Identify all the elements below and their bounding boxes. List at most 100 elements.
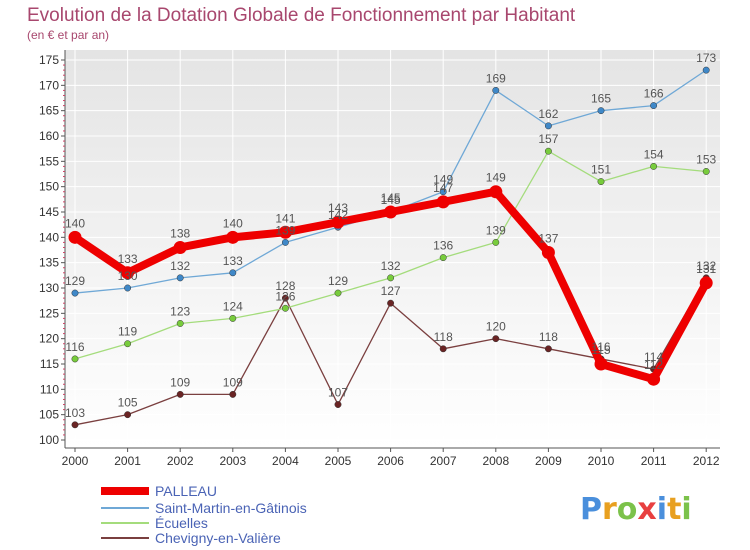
- logo-letter: t: [667, 492, 681, 527]
- data-point: [176, 390, 184, 398]
- data-label: 137: [538, 232, 558, 246]
- x-tick-label: 2003: [219, 454, 246, 468]
- series-layer: [68, 66, 713, 429]
- y-tick-label: 155: [39, 154, 59, 168]
- data-point: [334, 289, 342, 297]
- data-label: 103: [65, 406, 85, 420]
- y-tick-label: 150: [39, 180, 59, 194]
- data-label: 132: [170, 259, 190, 273]
- data-label: 162: [538, 107, 558, 121]
- data-label: 109: [170, 375, 190, 389]
- data-label: 116: [65, 340, 84, 354]
- data-point: [124, 284, 132, 292]
- logo-letter: x: [637, 492, 656, 527]
- data-point: [331, 215, 345, 229]
- x-tick-label: 2012: [693, 454, 720, 468]
- y-tick-label: 160: [39, 129, 59, 143]
- chart-subtitle: (en € et par an): [27, 28, 109, 42]
- data-point: [124, 340, 132, 348]
- data-point: [71, 355, 79, 363]
- x-tick-label: 2001: [114, 454, 141, 468]
- logo-letter: r: [602, 492, 617, 527]
- x-tick-label: 2004: [272, 454, 299, 468]
- data-point: [68, 230, 82, 244]
- data-point: [226, 230, 240, 244]
- data-point: [436, 195, 450, 209]
- data-point: [229, 314, 237, 322]
- data-label: 141: [275, 211, 295, 225]
- logo-letter: o: [617, 492, 638, 527]
- data-point: [278, 225, 292, 239]
- data-point: [71, 289, 79, 297]
- data-point: [544, 147, 552, 155]
- data-label: 147: [433, 181, 453, 195]
- y-tick-label: 165: [39, 104, 59, 118]
- data-label: 120: [486, 320, 506, 334]
- data-label: 154: [644, 147, 664, 161]
- data-point: [281, 294, 289, 302]
- data-label: 129: [65, 274, 85, 288]
- data-point: [594, 357, 608, 371]
- data-point: [334, 401, 342, 408]
- legend-label: Chevigny-en-Valière: [155, 530, 281, 546]
- x-tick-label: 2006: [377, 454, 404, 468]
- data-label: 136: [433, 239, 453, 253]
- data-label: 142: [328, 208, 348, 222]
- data-label: 151: [591, 163, 611, 177]
- data-label: 149: [433, 173, 453, 187]
- x-tick-label: 2005: [325, 454, 352, 468]
- data-point: [647, 372, 661, 386]
- y-tick-label: 115: [40, 357, 59, 371]
- data-point: [702, 66, 710, 74]
- data-point: [597, 178, 605, 186]
- data-point: [124, 411, 132, 419]
- data-point: [384, 205, 398, 219]
- logo-letter: i: [681, 492, 691, 527]
- chart-title: Evolution de la Dotation Globale de Fonc…: [27, 5, 576, 26]
- legend-label: PALLEAU: [155, 483, 217, 499]
- data-label: 140: [223, 216, 243, 230]
- data-point: [387, 299, 395, 307]
- logo-letter: i: [657, 492, 667, 527]
- legend-label: Saint-Martin-en-Gâtinois: [155, 500, 307, 516]
- data-point: [597, 107, 605, 115]
- data-point: [229, 390, 237, 398]
- data-label: 145: [381, 191, 401, 205]
- data-point: [544, 122, 552, 130]
- data-point: [541, 246, 555, 260]
- data-label: 129: [328, 274, 348, 288]
- data-label: 132: [381, 259, 401, 273]
- x-tick-label: 2010: [588, 454, 615, 468]
- data-label: 138: [170, 226, 190, 240]
- y-tick-label: 140: [39, 230, 59, 244]
- data-label: 139: [275, 223, 295, 237]
- data-label: 169: [486, 71, 506, 85]
- data-point: [281, 304, 289, 312]
- x-tick-label: 2011: [641, 454, 667, 468]
- data-label: 124: [223, 299, 243, 313]
- data-point: [439, 188, 447, 196]
- data-point: [71, 421, 79, 429]
- data-label: 112: [644, 358, 663, 372]
- data-point: [387, 274, 395, 282]
- y-tick-label: 170: [39, 78, 59, 92]
- data-label: 105: [118, 396, 138, 410]
- legend: PALLEAUSaint-Martin-en-GâtinoisÉcuellesC…: [101, 483, 307, 546]
- data-point: [229, 269, 237, 277]
- x-tick-label: 2007: [430, 454, 457, 468]
- y-tick-label: 175: [39, 53, 59, 67]
- data-label: 133: [118, 252, 138, 266]
- data-label: 140: [65, 216, 85, 230]
- data-point: [439, 254, 447, 262]
- y-tick-label: 120: [39, 332, 59, 346]
- data-label: 127: [381, 284, 401, 298]
- y-tick-label: 105: [39, 408, 59, 422]
- data-point: [544, 345, 552, 353]
- logo-letter: P: [580, 492, 602, 527]
- data-label: 107: [328, 386, 348, 400]
- x-tick-label: 2002: [167, 454, 194, 468]
- data-label: 166: [644, 87, 664, 101]
- y-tick-label: 110: [40, 382, 59, 396]
